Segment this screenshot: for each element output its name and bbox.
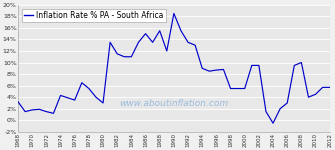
Text: www.aboutinflation.com: www.aboutinflation.com — [119, 99, 228, 108]
Legend: Inflation Rate % PA - South Africa: Inflation Rate % PA - South Africa — [22, 9, 166, 22]
